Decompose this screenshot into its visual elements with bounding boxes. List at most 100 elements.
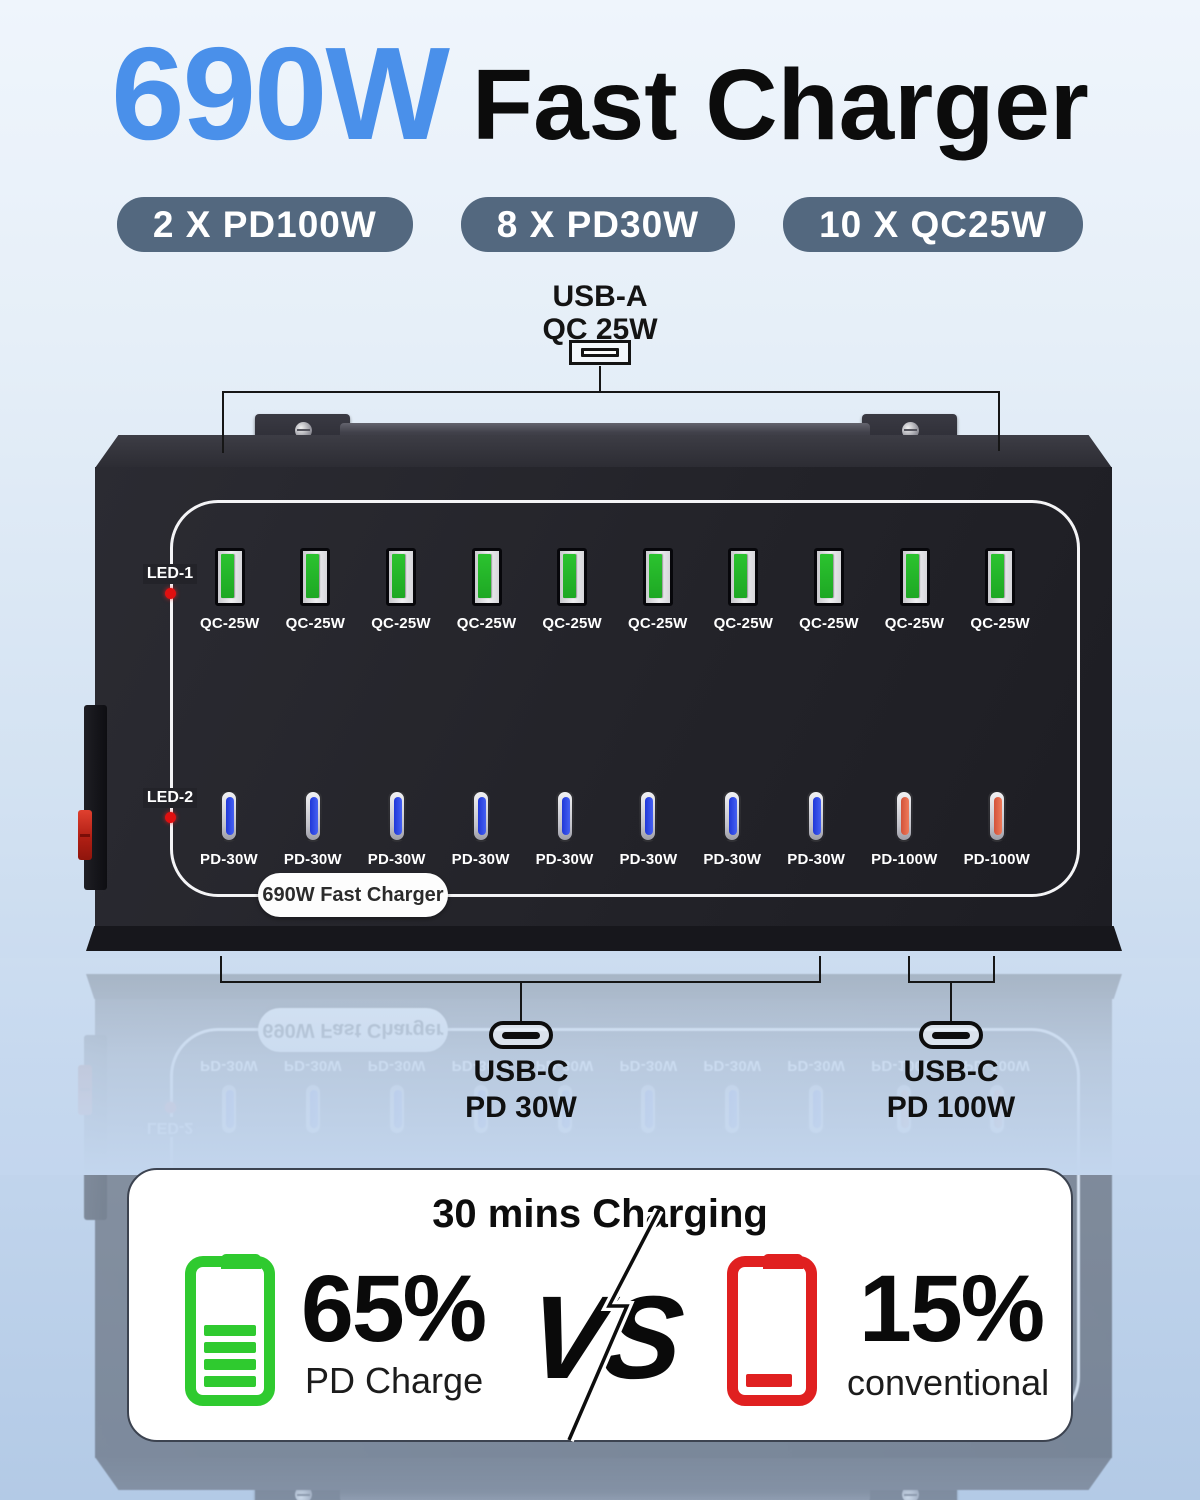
callout-line (520, 981, 522, 1022)
usb-c-tongue (729, 797, 738, 835)
usb-a-slot (300, 548, 331, 606)
port-label: QC-25W (200, 615, 260, 632)
port-label: PD-30W (619, 851, 678, 868)
usb-a-tongue (220, 554, 234, 598)
usb-a-slot (557, 548, 588, 606)
battery-low-icon (727, 1254, 817, 1406)
usb-c-tongue (813, 797, 822, 835)
usb-a-port: QC-25W (371, 548, 431, 632)
usb-c-port: PD-30W (703, 790, 761, 868)
usb-a-port: QC-25W (457, 548, 517, 632)
usb-c-port: PD-100W (871, 790, 937, 868)
usb-c-slot (723, 790, 742, 842)
callout-line (998, 391, 1000, 451)
badge-pd100w: 2 X PD100W (116, 197, 413, 252)
port-label: PD-100W (963, 851, 1030, 868)
led1-dot-icon (164, 588, 176, 599)
usb-a-port: QC-25W (200, 548, 260, 632)
led1-label: LED-1 (142, 564, 198, 584)
usb-c-slot (303, 790, 322, 842)
usb-c-tongue (901, 797, 910, 835)
usb-c-slot (387, 790, 406, 842)
usb-a-slot (642, 548, 673, 606)
battery-cap (221, 1254, 261, 1269)
pd30-callout-label: USB-C PD 30W (421, 1054, 621, 1126)
battery-cap (763, 1254, 803, 1269)
usb-c-pin-bar (932, 1031, 970, 1039)
usb-a-slot (899, 548, 930, 606)
port-label: PD-30W (787, 851, 846, 868)
usb-c-port: PD-30W (284, 790, 342, 868)
slow-percent: 15% (859, 1256, 1045, 1362)
callout-line (908, 956, 910, 982)
usb-a-tongue (991, 554, 1005, 598)
usb-c-tongue (309, 797, 318, 835)
usb-a-tongue (648, 554, 662, 598)
usb-a-slot (214, 548, 245, 606)
usb-c-tongue (225, 797, 234, 835)
slow-label: conventional (847, 1362, 1050, 1403)
usb-c-slot (639, 790, 658, 842)
usb-a-slot (813, 548, 844, 606)
port-label: QC-25W (627, 615, 688, 632)
usb-c-port-icon (919, 1021, 983, 1049)
usb-c-slot (219, 790, 238, 842)
usb-c-slot (987, 790, 1006, 842)
battery-low-bar (746, 1374, 792, 1387)
usb-c-port: PD-30W (368, 790, 426, 868)
usb-c-port: PD-30W (536, 790, 594, 868)
callout-line (222, 391, 224, 453)
led2-dot-icon (164, 812, 176, 823)
usb-a-port-row: QC-25W QC-25W QC-25W QC-25W QC-25W QC-25W QC-2… (200, 548, 1030, 632)
usb-c-tongue (645, 797, 654, 835)
comparison-title: 30 mins Charging (432, 1192, 768, 1236)
usb-c-port: PD-30W (452, 790, 510, 868)
port-label: QC-25W (285, 615, 346, 632)
callout-line (993, 956, 995, 982)
port-label: PD-30W (283, 851, 342, 868)
reflection-fade-overlay (0, 958, 1200, 1175)
port-label: PD-30W (451, 851, 510, 868)
pd100-callout-label: USB-C PD 100W (851, 1054, 1051, 1126)
face-outline-border (170, 500, 1080, 897)
nameplate-pill: 690W Fast Charger (258, 873, 448, 917)
usb-a-tongue (477, 554, 491, 598)
fast-label: PD Charge (305, 1360, 484, 1401)
port-label: QC-25W (713, 615, 774, 632)
callout-line (222, 391, 1000, 393)
usb-a-tongue (734, 554, 748, 598)
usb-c-slot (555, 790, 574, 842)
fast-percent: 65% (301, 1256, 487, 1362)
usb-a-tongue (391, 554, 405, 598)
port-label: QC-25W (371, 615, 431, 632)
usb-c-pin-bar (502, 1031, 540, 1039)
usb-a-tongue (563, 554, 577, 598)
usb-a-port: QC-25W (885, 548, 945, 632)
usb-a-slot (385, 548, 416, 606)
device-front-face (95, 467, 1112, 926)
charger-device: LED-1 LED-2 QC-25W QC-25W QC-25W QC-25W QC-2… (78, 390, 1124, 962)
led2-label: LED-2 (142, 788, 198, 808)
usb-a-port: QC-25W (542, 548, 602, 632)
pd30-power: PD 30W (465, 1091, 577, 1124)
port-label: QC-25W (799, 615, 859, 632)
usb-c-slot (471, 790, 490, 842)
usb-c-port-row: PD-30W PD-30W PD-30W PD-30W PD-30W PD-30W PD-3… (200, 790, 1030, 868)
usb-a-port: QC-25W (628, 548, 688, 632)
usb-a-pin-bar (581, 348, 619, 357)
page-title: 690W Fast Charger (0, 28, 1200, 160)
usb-a-slot (471, 548, 502, 606)
device-top-surface (95, 1457, 1112, 1490)
pd100-port-type: USB-C (903, 1055, 999, 1088)
usb-c-slot (895, 790, 914, 842)
usb-c-port: PD-30W (787, 790, 845, 868)
callout-line (950, 981, 952, 1022)
usb-c-port: PD-100W (964, 790, 1030, 868)
versus-mark: VS (522, 1208, 685, 1442)
usb-c-tongue (993, 797, 1002, 835)
usb-a-port: QC-25W (799, 548, 859, 632)
callout-line (599, 366, 601, 392)
led2-indicator: LED-2 (142, 788, 198, 823)
screw-icon (295, 422, 312, 439)
